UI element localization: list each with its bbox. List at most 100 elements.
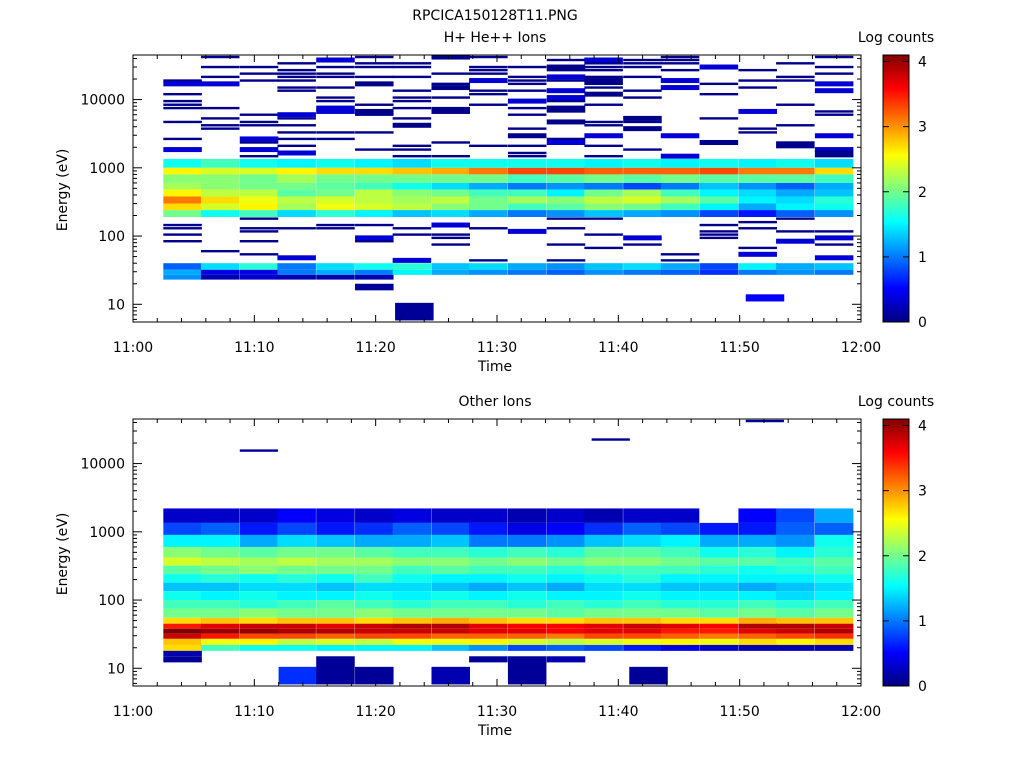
heatmap-cell: [699, 522, 739, 535]
heatmap-line: [469, 65, 508, 69]
heatmap-cell: [546, 210, 586, 218]
heatmap-cell: [163, 591, 202, 601]
heatmap-cell: [623, 174, 662, 183]
heatmap-line: [660, 55, 700, 59]
heatmap-cell: [584, 565, 623, 575]
heatmap-line: [660, 153, 700, 159]
heatmap-cell: [546, 522, 586, 535]
heatmap-cell: [776, 565, 815, 575]
heatmap-line: [507, 154, 547, 158]
heatmap-line: [507, 89, 547, 92]
heatmap-cell: [200, 557, 240, 566]
heatmap-cell: [738, 196, 777, 204]
heatmap-cell: [546, 203, 586, 211]
heatmap-cell: [277, 210, 316, 218]
heatmap-cell: [738, 557, 777, 566]
heatmap-cell: [277, 557, 316, 566]
heatmap-cell: [738, 565, 777, 575]
heatmap-cell: [200, 274, 240, 280]
heatmap-cell: [738, 644, 777, 651]
heatmap-cell: [392, 623, 432, 629]
heatmap-cell: [776, 210, 815, 218]
heatmap-cell: [469, 644, 508, 651]
heatmap-line: [738, 251, 777, 257]
axes: 11:00 11:10 11:20 11:30 11:40 11:50 12:00 10 100…: [80, 418, 881, 720]
heatmap-cell: [623, 546, 662, 558]
heatmap-cell: [546, 574, 586, 583]
heatmap-cell: [814, 182, 854, 190]
heatmap-cell: [507, 167, 547, 175]
heatmap-cell: [239, 638, 279, 645]
heatmap-cell: [584, 508, 623, 523]
heatmap-cell: [239, 557, 279, 566]
heatmap-cell: [163, 633, 202, 639]
heatmap-cell: [431, 546, 470, 558]
heatmap-line: [163, 92, 202, 96]
heatmap-line: [239, 136, 279, 142]
heatmap-cell: [163, 582, 202, 592]
heatmap-cell: [200, 158, 240, 168]
heatmap-line: [507, 82, 547, 86]
heatmap-cell: [699, 546, 739, 558]
heatmap-cell: [699, 623, 739, 629]
heatmap-line: [660, 62, 700, 65]
heatmap-cell: [507, 189, 547, 197]
heatmap-line: [699, 139, 739, 145]
heatmap-cell: [507, 638, 547, 645]
heatmap-cell: [431, 203, 470, 211]
y-tick-label: 10: [107, 661, 125, 677]
heatmap-cell: [392, 167, 432, 175]
heatmap-cell: [239, 189, 279, 197]
heatmap-cell: [660, 189, 700, 197]
heatmap-cell: [355, 182, 394, 190]
heatmap-cell: [277, 608, 316, 618]
heatmap-cell: [316, 263, 355, 270]
heatmap-line: [239, 253, 279, 256]
heatmap-cell: [355, 210, 394, 218]
heatmap-cell: [316, 633, 355, 639]
heatmap-cell: [507, 565, 547, 575]
heatmap-line: [277, 89, 316, 92]
heatmap-cell: [507, 591, 547, 601]
heatmap-cell: [277, 591, 316, 601]
heatmap-cell: [699, 167, 739, 175]
heatmap-cell: [623, 196, 662, 204]
heatmap-line: [814, 243, 854, 246]
heatmap-line: [584, 68, 623, 72]
heatmap-cell: [814, 546, 854, 558]
heatmap-cell: [469, 582, 508, 592]
heatmap-line: [163, 120, 202, 124]
heatmap-cell: [699, 210, 739, 218]
colorbar-tick-label: 2: [918, 549, 927, 565]
heatmap-cell: [355, 546, 394, 558]
heatmap-cell: [431, 591, 470, 601]
colorbar-tick-label: 3: [918, 120, 927, 136]
heatmap-line: [738, 79, 777, 82]
heatmap-line: [623, 148, 662, 151]
heatmap-cell: [584, 196, 623, 204]
heatmap-cell: [776, 534, 815, 547]
heatmap-cell: [507, 617, 547, 624]
heatmap-line: [431, 72, 470, 75]
x-tick-label: 11:20: [355, 704, 395, 720]
heatmap-cell: [200, 210, 240, 218]
heatmap-cell: [200, 182, 240, 190]
heatmap-cell: [738, 574, 777, 583]
heatmap-line: [355, 81, 394, 87]
heatmap-line: [507, 113, 547, 116]
heatmap-cell: [239, 628, 279, 634]
heatmap-cell: [277, 269, 316, 275]
panel-title: Other Ions: [458, 394, 531, 410]
heatmap-cell: [699, 269, 739, 275]
colorbar-label: Log counts: [858, 30, 934, 46]
heatmap-cell: [623, 508, 662, 523]
heatmap-cell: [392, 203, 432, 211]
heatmap-line: [316, 72, 355, 75]
heatmap-line: [316, 99, 355, 103]
heatmap-cell: [392, 638, 432, 645]
heatmap-line: [699, 82, 739, 86]
heatmap-line: [469, 103, 508, 106]
heatmap-line: [776, 217, 815, 220]
heatmap-cell: [546, 628, 586, 634]
heatmap-cell: [316, 546, 355, 558]
